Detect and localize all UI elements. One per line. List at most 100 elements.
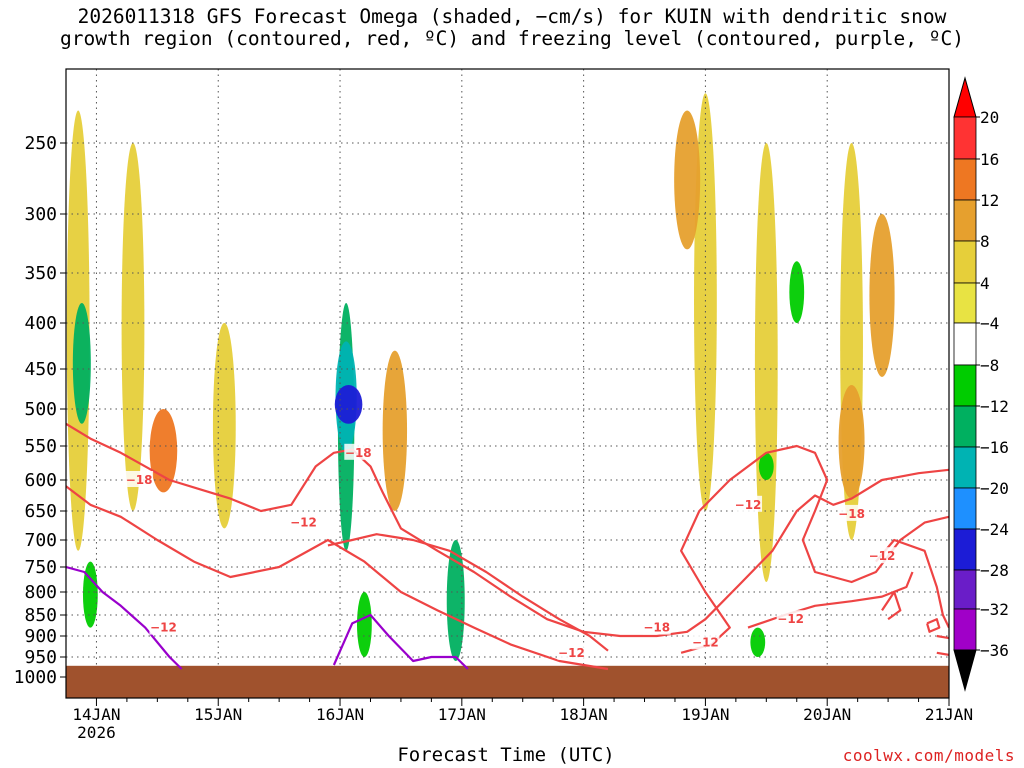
contour--12-6	[936, 634, 949, 640]
colorbar-segment-2	[953, 199, 977, 242]
omega-region-19	[758, 452, 774, 480]
omega-region-13	[674, 110, 701, 250]
colorbar-label--4: −4	[980, 314, 999, 333]
site-credit[interactable]: coolwx.com/models	[842, 746, 1015, 765]
grid	[66, 69, 949, 698]
x-tick-label-19JAN: 19JAN	[681, 705, 729, 724]
colorbar-segment-8	[953, 446, 977, 489]
colorbar-label--8: −8	[980, 356, 999, 375]
colorbar-label--20: −20	[980, 479, 1009, 498]
omega-region-14	[754, 143, 778, 582]
contour--18-1	[66, 485, 609, 671]
title-line-2: growth region (contoured, red, ºC) and f…	[60, 27, 964, 50]
y-tick-label-300: 300	[24, 204, 57, 225]
omega-region-8	[334, 385, 363, 424]
terrain-fill	[66, 665, 949, 698]
y-tick-label-450: 450	[24, 359, 57, 380]
contour-label-9: −18	[838, 507, 865, 521]
chart-title: 2026011318 GFS Forecast Omega (shaded, −…	[0, 6, 1024, 50]
contour-label-bg-5	[557, 643, 586, 660]
contour-label-bg-10	[868, 547, 897, 564]
contour-label-0: −18	[126, 473, 153, 487]
y-tick-label-600: 600	[24, 470, 57, 491]
omega-region-17	[869, 214, 895, 377]
colorbar-segment-7	[953, 405, 977, 448]
y-tick-label-850: 850	[24, 605, 57, 626]
contour--12-1	[680, 444, 949, 654]
y-tick-label-500: 500	[24, 399, 57, 420]
y-tick-label-250: 250	[24, 133, 57, 154]
contour-label-5: −12	[558, 646, 585, 660]
colorbar-segment-12	[953, 608, 977, 651]
contour-label-bg-1	[344, 443, 373, 460]
contour-label-4: −18	[643, 621, 670, 635]
contour-label-bg-3	[149, 618, 178, 635]
colorbar-segment-9	[953, 487, 977, 530]
x-tick-label-21JAN: 21JAN	[925, 705, 973, 724]
contour-label-bg-8	[776, 610, 805, 627]
omega-region-2	[149, 409, 178, 493]
contour--12-4	[881, 590, 902, 621]
colorbar-segment-6	[953, 364, 977, 407]
contour-label-bg-6	[691, 633, 720, 650]
x-tick-label-16JAN: 16JAN	[316, 705, 364, 724]
colorbar: 20 16 12 8 4 −4 −8 −12 −16 −20 −24 −28 −32 −36	[953, 76, 1009, 692]
omega-region-20	[750, 627, 766, 657]
colorbar-label--24: −24	[980, 520, 1009, 539]
colorbar-label-8: 8	[980, 232, 990, 251]
omega-region-1	[121, 143, 145, 511]
contour-label-bg-9	[837, 504, 866, 521]
colorbar-label--28: −28	[980, 561, 1009, 580]
colorbar-segment-5	[953, 322, 977, 366]
colorbar-label-12: 12	[980, 191, 999, 210]
contour--12-7	[936, 651, 949, 656]
contour-freezing-level-0	[66, 565, 183, 670]
omega-region-11	[446, 540, 465, 661]
contour--12-3	[875, 538, 949, 629]
contour-label-bg-7	[734, 495, 763, 512]
colorbar-label--12: −12	[980, 397, 1009, 416]
contour--12-5	[926, 618, 941, 633]
contour-labels: −18 −18 −12 −12 −18 −12 −12 −12 −12 −18 −12	[125, 443, 897, 660]
colorbar-label-16: 16	[980, 150, 999, 169]
contours	[66, 422, 949, 671]
terrain	[66, 665, 949, 698]
contour-label-2: −12	[290, 516, 317, 530]
contour-label-bg-0	[125, 471, 154, 487]
y-tick-label-550: 550	[24, 436, 57, 457]
contour--18-0	[66, 422, 949, 638]
colorbar-segment-0	[953, 116, 977, 160]
omega-region-4	[82, 561, 98, 628]
x-axis-label: Forecast Time (UTC)	[397, 744, 615, 766]
omega-region-10	[382, 350, 408, 511]
contour-label-1: −18	[345, 446, 372, 460]
contour-label-bg-2	[289, 513, 318, 530]
colorbar-label-4: 4	[980, 274, 990, 293]
colorbar-segment-3	[953, 240, 977, 284]
contour-label-bg-4	[642, 618, 671, 635]
x-tick-sublabel: 2026	[77, 723, 116, 742]
plot-frame	[65, 68, 950, 699]
contour-label-6: −12	[692, 635, 719, 649]
y-tick-label-650: 650	[24, 501, 57, 522]
y-tick-label-900: 900	[24, 626, 57, 647]
contour-label-10: −12	[869, 549, 896, 563]
colorbar-label-20: 20	[980, 108, 999, 127]
contour--12-0	[327, 533, 609, 652]
y-axis: 2503003504004505005506006507007508008509…	[14, 133, 66, 688]
colorbar-segment-11	[953, 569, 977, 610]
contour-label-7: −12	[735, 498, 762, 512]
colorbar-label--32: −32	[980, 600, 1009, 619]
y-tick-label-800: 800	[24, 582, 57, 603]
x-tick-label-15JAN: 15JAN	[194, 705, 242, 724]
y-tick-label-1000: 1000	[14, 667, 57, 688]
omega-region-18	[789, 261, 805, 323]
omega-region-3	[72, 303, 91, 424]
colorbar-bottom-arrow	[953, 649, 977, 692]
y-tick-label-350: 350	[24, 263, 57, 284]
contour-freezing-level-1	[332, 613, 469, 670]
title-line-1: 2026011318 GFS Forecast Omega (shaded, −…	[77, 5, 947, 28]
colorbar-label--36: −36	[980, 641, 1009, 660]
